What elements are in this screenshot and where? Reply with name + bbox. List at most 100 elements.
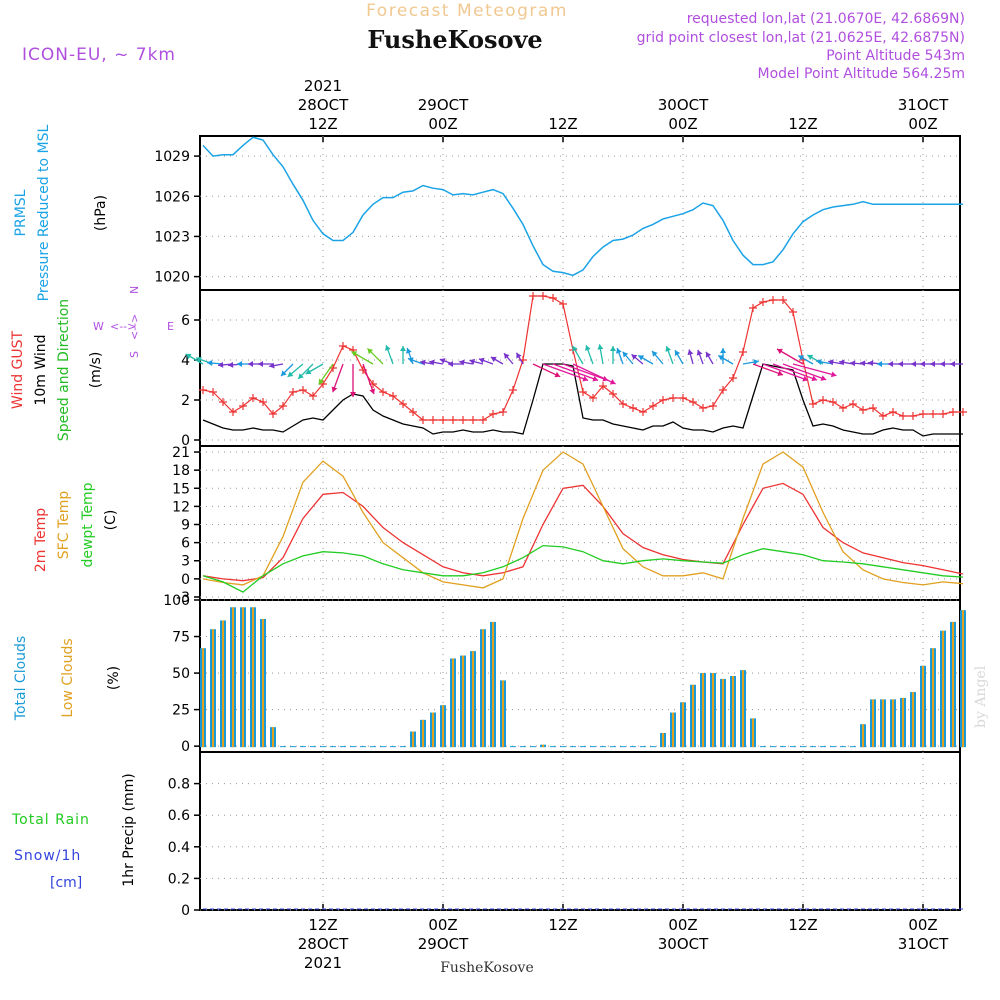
wind-arrowhead <box>777 348 783 355</box>
wind-arrowhead <box>860 360 866 367</box>
wind-arrowhead <box>516 352 522 359</box>
low-clouds-bar <box>702 673 704 748</box>
gust-marker <box>449 416 457 424</box>
total-clouds-bar <box>280 746 286 748</box>
wind-arrowhead <box>777 370 784 377</box>
low-clouds-label: Low Clouds <box>60 638 76 717</box>
gust-marker <box>829 398 837 406</box>
location-title: FusheKosove <box>367 25 542 54</box>
compass-arrows: <--> <box>110 320 136 333</box>
gust-marker <box>529 292 537 300</box>
low-clouds-bar <box>892 699 894 748</box>
temperature-panel: -3 0 3 6 9 12 15 18 21 2m Temp SFC Temp dewpt Te… <box>33 445 964 606</box>
gust-marker <box>429 416 437 424</box>
gust-line <box>202 295 963 421</box>
gust-marker <box>339 342 347 350</box>
low-clouds-bar <box>432 712 434 748</box>
wind-direction-arrow <box>782 363 827 381</box>
wind-plot <box>185 292 967 437</box>
wind-arrowhead <box>331 386 338 393</box>
gust-marker <box>609 390 617 398</box>
wind-arrowhead <box>207 360 213 367</box>
y-tick-label: 0.8 <box>168 777 190 793</box>
wind-arrowhead <box>305 368 312 375</box>
low-clouds-bar <box>252 607 254 748</box>
low-clouds-bar <box>542 744 544 748</box>
low-clouds-bar <box>752 718 754 748</box>
precip-panel-frame <box>199 751 961 911</box>
gust-marker <box>879 412 887 420</box>
wind-arrowhead <box>407 357 414 364</box>
total-clouds-bar <box>790 746 796 748</box>
wind-arrowhead <box>298 373 304 379</box>
wind-arrowhead <box>592 375 599 382</box>
pressure-unit-label: (hPa) <box>93 195 109 231</box>
wind-grid <box>200 290 960 446</box>
wind-arrowhead <box>597 344 604 350</box>
precip-unit-label: 1hr Precip (mm) <box>121 773 137 886</box>
gust-marker <box>959 408 967 416</box>
wind-arrowhead <box>351 351 358 357</box>
gust-marker <box>409 408 417 416</box>
wind-arrowhead <box>868 360 874 367</box>
gust-marker <box>869 404 877 412</box>
pressure-line <box>202 136 963 277</box>
total-clouds-bar <box>810 746 816 748</box>
gust-marker <box>919 410 927 418</box>
low-clouds-bar <box>962 610 964 748</box>
wind-arrowhead <box>585 345 591 351</box>
gust-marker <box>469 416 477 424</box>
gust-marker <box>539 292 547 300</box>
gust-marker <box>549 294 557 302</box>
wind-arrowhead <box>554 371 561 378</box>
wind-arrowhead <box>258 361 263 367</box>
gust-marker <box>779 296 787 304</box>
gust-marker <box>719 386 727 394</box>
gust-marker <box>739 348 747 356</box>
clouds-panel: 0 25 50 75 100 Total Clouds Low Clouds (%) <box>13 593 966 755</box>
y-tick-label: 21 <box>172 445 190 461</box>
wind-arrowhead <box>622 351 629 358</box>
total-clouds-bar <box>400 746 406 748</box>
wind-arrowhead <box>248 361 253 367</box>
gust-marker <box>849 400 857 408</box>
total-rain-label: Total Rain <box>11 812 90 828</box>
closest-coords: grid point closest lon,lat (21.0625E, 42… <box>637 30 965 46</box>
precip-grid <box>200 752 960 911</box>
snow-label: Snow/1h <box>14 848 81 864</box>
wind-arrowhead <box>478 357 485 364</box>
total-clouds-bar <box>650 746 656 748</box>
wind-arrowhead <box>638 355 645 361</box>
wind-arrowhead <box>400 346 406 351</box>
wind-arrowhead <box>582 375 589 382</box>
chart-subtitle: Forecast Meteogram <box>366 1 568 21</box>
total-clouds-bar <box>340 746 346 748</box>
total-clouds-bar <box>830 746 836 748</box>
gust-marker <box>279 402 287 410</box>
wind-arrowhead <box>898 361 903 367</box>
total-clouds-bar <box>520 746 526 748</box>
y-tick-label: 0 <box>181 903 190 919</box>
clouds-y-axis: 0 25 50 75 100 <box>163 593 200 755</box>
low-clouds-bar <box>442 705 444 748</box>
wind-arrowhead <box>350 392 356 397</box>
time-tick-label: 30OCT <box>658 935 709 953</box>
low-clouds-bar <box>712 673 714 748</box>
total-clouds-bar <box>630 746 636 748</box>
total-clouds-bar <box>330 746 336 748</box>
low-clouds-bar <box>922 665 924 748</box>
gust-marker <box>249 394 257 402</box>
low-clouds-bar <box>472 651 474 748</box>
wind-arrowhead <box>816 358 822 365</box>
total-clouds-bar <box>600 746 606 748</box>
gust-marker <box>389 392 397 400</box>
wind-arrowhead <box>429 359 435 366</box>
wind-direction-arrow <box>792 363 837 377</box>
gust-marker <box>939 410 947 418</box>
gust-marker <box>599 382 607 390</box>
wind-arrowhead <box>802 375 809 382</box>
y-tick-label: 25 <box>172 703 190 719</box>
wind-arrowhead <box>674 350 681 356</box>
wind-arrowhead <box>877 361 882 367</box>
